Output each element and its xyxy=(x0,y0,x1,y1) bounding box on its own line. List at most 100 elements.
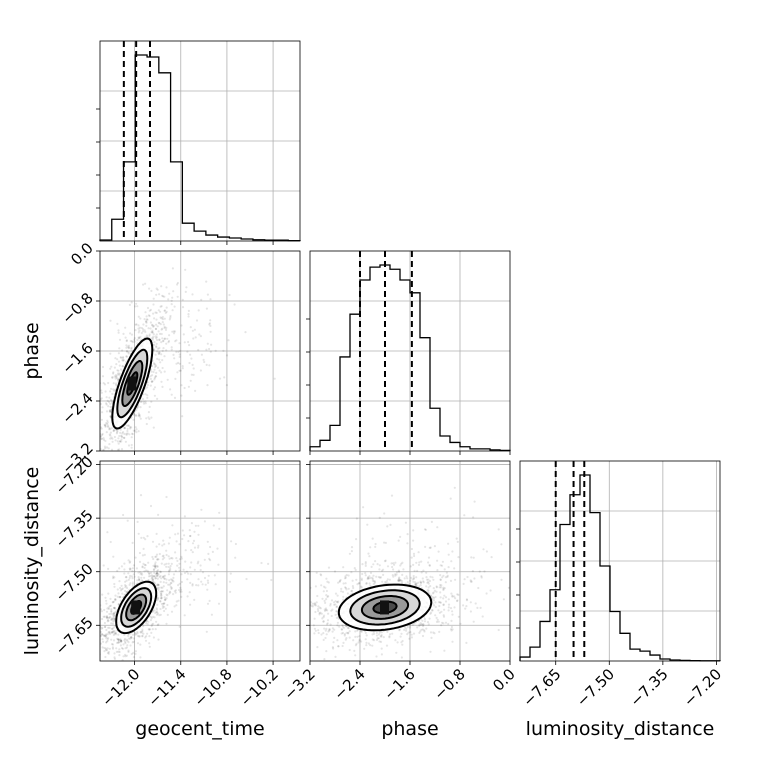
sample-point xyxy=(154,564,157,567)
sample-point xyxy=(337,645,340,648)
sample-point xyxy=(455,599,459,603)
sample-point xyxy=(122,513,125,517)
sample-point xyxy=(109,540,112,544)
sample-point xyxy=(109,437,112,440)
sample-point xyxy=(447,566,450,569)
sample-point xyxy=(110,617,113,620)
sample-point xyxy=(415,584,418,588)
sample-point xyxy=(172,576,175,580)
sample-point xyxy=(112,429,115,432)
sample-point xyxy=(159,570,162,573)
sample-point xyxy=(169,314,172,318)
sample-point xyxy=(392,568,395,571)
sample-point xyxy=(143,553,146,557)
sample-point xyxy=(108,426,111,429)
sample-point xyxy=(97,625,99,627)
sample-point xyxy=(157,596,160,600)
sample-point xyxy=(145,315,148,318)
sample-point xyxy=(158,346,161,350)
sample-point xyxy=(153,575,156,578)
sample-point xyxy=(123,633,126,637)
sample-point xyxy=(201,583,204,586)
sample-point xyxy=(95,662,97,664)
sample-point xyxy=(131,577,134,580)
sample-point xyxy=(442,574,445,577)
sample-point xyxy=(104,655,107,659)
sample-point xyxy=(171,578,174,582)
sample-point xyxy=(338,579,341,583)
sample-point xyxy=(450,619,453,623)
sample-point xyxy=(192,337,195,340)
sample-point xyxy=(405,627,408,630)
sample-point xyxy=(453,606,456,609)
sample-point xyxy=(337,581,340,584)
sample-point xyxy=(94,641,96,643)
sample-point xyxy=(163,370,166,373)
sample-point xyxy=(365,582,368,585)
sample-point xyxy=(94,413,96,415)
sample-point xyxy=(211,550,214,554)
sample-point xyxy=(121,357,125,360)
sample-point xyxy=(117,638,120,642)
sample-point xyxy=(208,599,211,603)
histogram-phase xyxy=(309,264,511,452)
sample-point xyxy=(433,589,436,592)
sample-point xyxy=(100,389,103,392)
sample-point xyxy=(113,606,116,610)
sample-point xyxy=(178,355,181,358)
sample-point xyxy=(109,352,112,355)
sample-point xyxy=(320,584,323,587)
sample-point xyxy=(155,620,158,623)
sample-point xyxy=(432,591,435,594)
sample-point xyxy=(152,568,155,571)
sample-point xyxy=(304,631,306,633)
sample-point xyxy=(152,303,155,306)
sample-point xyxy=(206,342,209,345)
sample-point xyxy=(155,337,158,340)
sample-point xyxy=(159,305,162,308)
sample-point xyxy=(107,567,110,571)
sample-point xyxy=(340,628,343,631)
sample-point xyxy=(195,584,198,587)
sample-point xyxy=(335,605,338,609)
sample-point xyxy=(134,414,138,417)
x-tick-label: −7.65 xyxy=(519,665,564,710)
sample-point xyxy=(405,629,408,632)
sample-point xyxy=(168,592,171,595)
sample-point xyxy=(429,650,432,653)
sample-point xyxy=(412,632,416,635)
sample-point xyxy=(156,397,159,400)
sample-point xyxy=(191,583,194,586)
sample-point xyxy=(197,560,200,563)
sample-point xyxy=(107,619,110,622)
sample-point xyxy=(158,351,161,354)
sample-point xyxy=(124,647,127,650)
sample-point xyxy=(137,430,140,433)
sample-point xyxy=(162,576,165,579)
sample-point xyxy=(194,336,197,339)
sample-point xyxy=(146,396,149,399)
sample-point xyxy=(106,647,109,650)
sample-point xyxy=(402,568,405,571)
sample-point xyxy=(306,648,308,650)
sample-point xyxy=(420,628,423,631)
sample-point xyxy=(165,495,168,499)
sample-point xyxy=(343,633,346,636)
sample-point xyxy=(110,627,113,630)
sample-point xyxy=(324,607,328,610)
sample-point xyxy=(411,578,414,581)
sample-point xyxy=(355,578,358,581)
sample-point xyxy=(418,585,421,588)
sample-point xyxy=(432,587,435,590)
sample-point xyxy=(417,551,420,554)
sample-point xyxy=(109,398,112,401)
sample-point xyxy=(138,551,141,555)
sample-point xyxy=(172,593,175,596)
sample-point xyxy=(108,616,111,619)
sample-point xyxy=(116,369,119,372)
sample-point xyxy=(151,628,154,631)
sample-point xyxy=(182,333,185,336)
sample-point xyxy=(105,615,109,618)
sample-point xyxy=(105,635,108,638)
sample-point xyxy=(321,597,324,600)
